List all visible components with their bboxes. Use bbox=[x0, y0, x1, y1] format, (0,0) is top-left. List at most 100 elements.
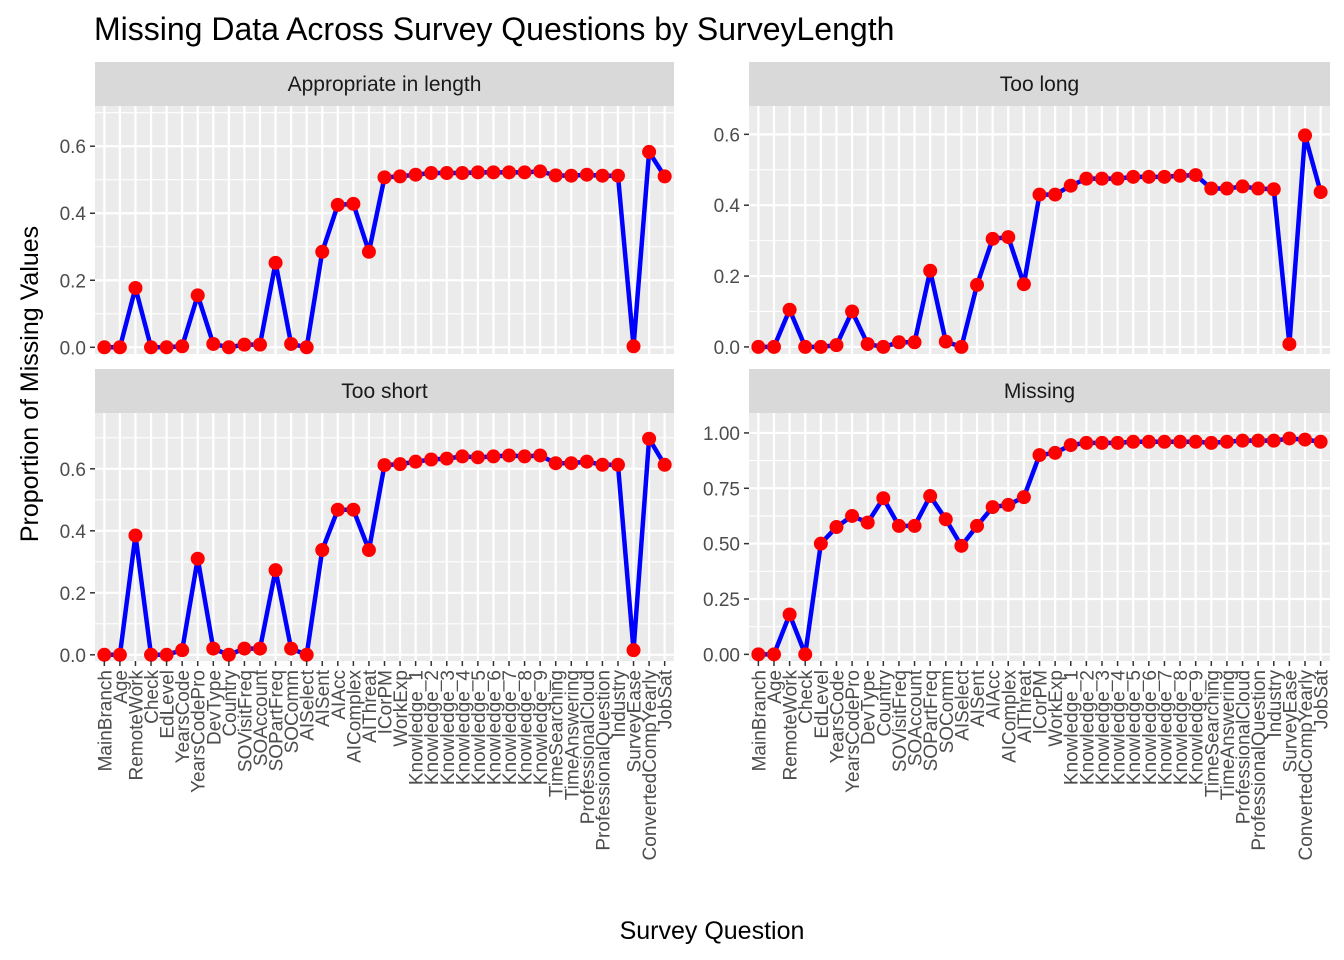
data-point bbox=[1032, 448, 1047, 463]
data-point bbox=[923, 489, 938, 504]
x-tick-label: Knowledge_7 bbox=[500, 670, 521, 785]
x-tick-label: AISent bbox=[968, 669, 989, 727]
data-point bbox=[159, 647, 174, 662]
data-point bbox=[985, 500, 1000, 515]
x-tick-label: Knowledge_8 bbox=[516, 670, 537, 785]
x-tick-label: Knowledge_3 bbox=[1093, 670, 1114, 785]
x-tick-label: AISent bbox=[313, 669, 334, 727]
x-tick-label: AIAcc bbox=[984, 670, 1005, 720]
x-tick-label: YearsCodePro bbox=[843, 670, 864, 793]
x-tick-label: MainBranch bbox=[95, 670, 116, 771]
panel-1: 0.0 0.2 0.4 0.6 Too long bbox=[714, 62, 1330, 359]
data-point bbox=[782, 607, 797, 622]
data-point bbox=[1282, 431, 1297, 446]
data-point bbox=[891, 518, 906, 533]
x-tick-label: ConvertedCompYearly bbox=[640, 670, 661, 861]
y-tick-label: 0.00 bbox=[703, 645, 740, 666]
data-point bbox=[970, 518, 985, 533]
x-tick-label: AISelect bbox=[952, 669, 973, 740]
data-point bbox=[190, 288, 205, 303]
data-point bbox=[330, 197, 345, 212]
data-point bbox=[891, 335, 906, 350]
data-point bbox=[159, 340, 174, 355]
data-point bbox=[610, 168, 625, 183]
data-point bbox=[1235, 179, 1250, 194]
strip-label: Missing bbox=[1004, 380, 1075, 403]
data-point bbox=[237, 337, 252, 352]
data-point bbox=[486, 165, 501, 180]
x-tick-label: ProfessionalCloud bbox=[578, 670, 599, 824]
x-tick-label: RemoteWork bbox=[781, 670, 802, 781]
data-point bbox=[626, 643, 641, 658]
x-tick-label: WorkExp bbox=[1046, 670, 1067, 747]
data-point bbox=[486, 449, 501, 464]
x-tick-label: ConvertedCompYearly bbox=[1296, 670, 1317, 861]
data-point bbox=[564, 168, 579, 183]
data-point bbox=[1219, 434, 1234, 449]
x-tick-label: Country bbox=[874, 670, 895, 737]
data-point bbox=[455, 449, 470, 464]
x-tick-label: SOComm bbox=[937, 670, 958, 753]
data-point bbox=[439, 451, 454, 466]
data-point bbox=[284, 336, 299, 351]
x-tick-label: JobSat bbox=[656, 669, 677, 729]
x-tick-label: Knowledge_7 bbox=[1155, 670, 1176, 785]
data-point bbox=[876, 339, 891, 354]
data-point bbox=[829, 338, 844, 353]
data-point bbox=[1298, 128, 1313, 143]
x-tick-label: EdLevel bbox=[158, 670, 179, 739]
x-tick-label: Industry bbox=[1265, 670, 1286, 738]
y-tick-label: 0.6 bbox=[60, 460, 86, 481]
data-point bbox=[610, 457, 625, 472]
x-tick-label: JobSat bbox=[1312, 669, 1333, 729]
data-point bbox=[346, 196, 361, 211]
x-tick-label: SOAccount bbox=[251, 669, 272, 766]
data-point bbox=[1235, 433, 1250, 448]
strip-background bbox=[749, 369, 1330, 413]
data-point bbox=[954, 339, 969, 354]
data-point bbox=[1266, 182, 1281, 197]
strip-label: Too long bbox=[1000, 73, 1079, 96]
x-tick-label: SOAccount bbox=[906, 669, 927, 766]
x-tick-label: Knowledge_5 bbox=[469, 670, 490, 785]
x-tick-label: Age bbox=[765, 670, 786, 704]
data-point bbox=[798, 339, 813, 354]
x-tick-label: Knowledge_9 bbox=[531, 670, 552, 785]
data-point bbox=[1063, 178, 1078, 193]
y-tick-label: 0.2 bbox=[714, 267, 740, 288]
data-point bbox=[1079, 171, 1094, 186]
data-point bbox=[1126, 169, 1141, 184]
data-point bbox=[642, 431, 657, 446]
panel-3: 0.00 0.25 0.50 0.75 1.00 Missing MainBranchAge… bbox=[703, 369, 1333, 860]
chart-title: Missing Data Across Survey Questions by … bbox=[94, 11, 894, 47]
data-point bbox=[252, 337, 267, 352]
data-point bbox=[1141, 169, 1156, 184]
data-point bbox=[1251, 433, 1266, 448]
data-point bbox=[1094, 171, 1109, 186]
data-point bbox=[766, 647, 781, 662]
data-point bbox=[97, 647, 112, 662]
data-point bbox=[361, 543, 376, 558]
data-point bbox=[439, 166, 454, 181]
data-point bbox=[424, 452, 439, 467]
data-point bbox=[860, 337, 875, 352]
data-point bbox=[455, 166, 470, 181]
y-tick-label: 0.6 bbox=[60, 137, 86, 158]
data-point bbox=[782, 302, 797, 317]
data-point bbox=[1188, 434, 1203, 449]
data-point bbox=[548, 168, 563, 183]
data-point bbox=[237, 641, 252, 656]
data-point bbox=[424, 166, 439, 181]
x-tick-label: DevType bbox=[204, 670, 225, 745]
x-tick-label: Industry bbox=[609, 670, 630, 738]
x-tick-label: Knowledge_1 bbox=[407, 670, 428, 785]
data-point bbox=[175, 643, 190, 658]
y-tick-label: 0.0 bbox=[60, 338, 86, 359]
panel-0: 0.0 0.2 0.4 0.6 Appropriate in length bbox=[60, 62, 674, 359]
data-point bbox=[985, 231, 1000, 246]
x-tick-label: SOComm bbox=[282, 670, 303, 753]
data-point bbox=[502, 448, 517, 463]
data-point bbox=[315, 543, 330, 558]
x-tick-label: SurveyEase bbox=[1280, 670, 1301, 772]
